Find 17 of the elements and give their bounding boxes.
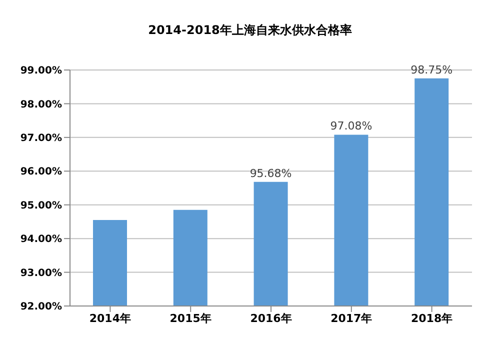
- x-tick-label: 2017年: [330, 312, 372, 325]
- y-tick-label: 94.00%: [20, 234, 62, 246]
- y-tick-label: 97.00%: [20, 132, 62, 144]
- data-label: 97.08%: [330, 120, 372, 133]
- y-tick-label: 95.00%: [20, 200, 62, 212]
- y-tick-label: 96.00%: [20, 166, 62, 178]
- data-label: 95.68%: [250, 166, 292, 180]
- y-tick-label: 98.00%: [20, 99, 62, 110]
- x-tick-label: 2018年: [410, 312, 453, 325]
- data-label: 98.75%: [410, 63, 453, 76]
- x-tick-label: 2014年: [89, 312, 132, 325]
- y-tick-label: 99.00%: [20, 66, 62, 77]
- x-tick-label: 2015年: [170, 312, 212, 325]
- x-tick-label: 2016年: [250, 312, 292, 325]
- y-tick-label: 93.00%: [20, 268, 62, 279]
- chart-title: 2014-2018年上海自来水供水合格率: [147, 22, 353, 39]
- y-tick-label: 92.00%: [20, 302, 62, 313]
